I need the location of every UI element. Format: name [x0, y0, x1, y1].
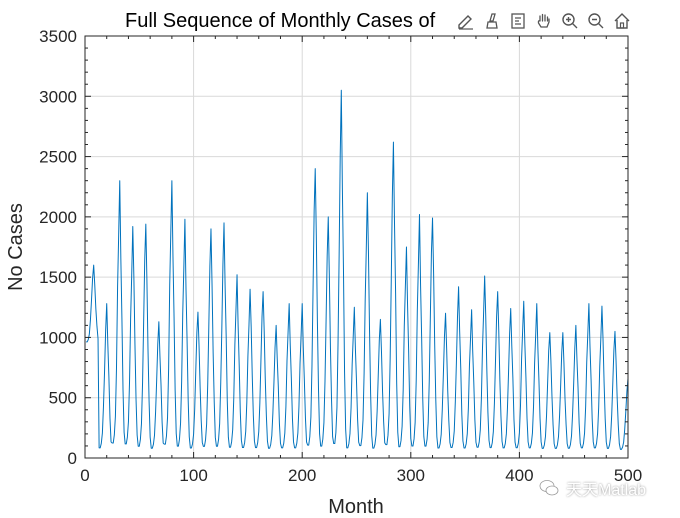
data-tips-icon[interactable] [506, 9, 530, 33]
x-tick-label: 400 [505, 466, 533, 485]
export-icon[interactable] [454, 9, 478, 33]
y-tick-labels: 0 500 1000 1500 2000 2500 3000 3500 [39, 27, 77, 468]
series-line-monthly-cases [86, 89, 629, 450]
y-tick-label: 0 [68, 449, 77, 468]
zoom-in-icon[interactable] [558, 9, 582, 33]
y-axis-label: No Cases [5, 203, 27, 291]
series-layer [86, 89, 629, 450]
y-tick-label: 3500 [39, 27, 77, 46]
watermark: 天天Matlab [538, 476, 646, 500]
y-tick-label: 2000 [39, 208, 77, 227]
x-tick-label: 200 [288, 466, 316, 485]
zoom-out-icon[interactable] [584, 9, 608, 33]
x-tick-label: 0 [80, 466, 89, 485]
x-tick-label: 300 [397, 466, 425, 485]
brush-icon[interactable] [480, 9, 504, 33]
wechat-icon [538, 477, 560, 499]
axes-toolbar [452, 8, 636, 34]
chart-title: Full Sequence of Monthly Cases of [125, 10, 436, 32]
y-tick-label: 1000 [39, 328, 77, 347]
x-tick-label: 100 [179, 466, 207, 485]
home-icon[interactable] [610, 9, 634, 33]
pan-icon[interactable] [532, 9, 556, 33]
y-tick-label: 1500 [39, 268, 77, 287]
y-tick-label: 2500 [39, 148, 77, 167]
watermark-text: 天天Matlab [566, 482, 647, 499]
y-tick-label: 500 [49, 389, 77, 408]
y-tick-label: 3000 [39, 87, 77, 106]
tick-marks [84, 35, 629, 459]
x-axis-label: Month [328, 496, 384, 518]
x-tick-label: 500 [614, 466, 642, 485]
x-tick-labels: 0 100 200 300 400 500 [80, 466, 642, 485]
axes-box [84, 35, 629, 459]
